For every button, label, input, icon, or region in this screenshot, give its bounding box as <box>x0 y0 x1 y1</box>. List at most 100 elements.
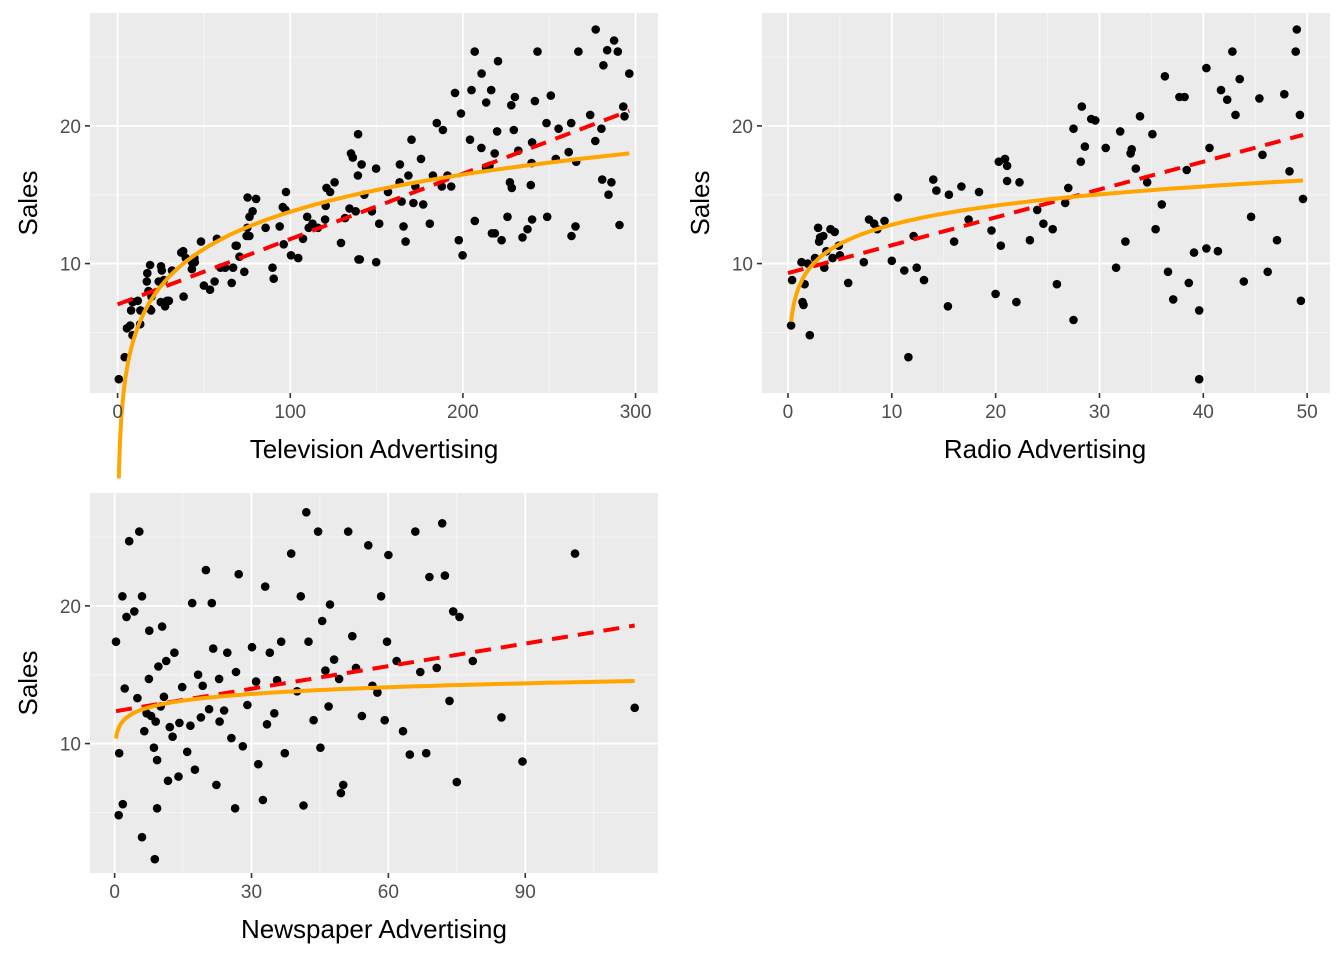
y-tick-label: 10 <box>732 255 753 276</box>
data-point <box>137 832 147 842</box>
x-tick-label: 0 <box>109 882 120 903</box>
data-point <box>1151 224 1160 234</box>
data-point <box>421 748 431 758</box>
data-point <box>1194 306 1204 315</box>
x-axis-title: Television Advertising <box>250 434 499 464</box>
data-point <box>929 175 938 184</box>
data-point <box>398 726 408 736</box>
data-point <box>597 124 606 133</box>
data-point <box>497 235 506 245</box>
data-point <box>786 321 796 330</box>
data-point <box>1142 178 1152 187</box>
data-point <box>357 160 366 169</box>
panel-television: 0 100 200 300 10 20 Television Advertising Sa… <box>13 13 658 479</box>
data-point <box>296 592 306 601</box>
data-point <box>177 682 187 692</box>
data-point <box>135 527 144 536</box>
data-point <box>261 223 270 233</box>
data-point <box>114 748 124 758</box>
x-axis-title: Newspaper Advertising <box>241 914 507 944</box>
log-fit-line <box>789 178 1304 323</box>
data-point <box>364 541 373 550</box>
data-point <box>438 125 448 135</box>
data-point <box>567 231 576 241</box>
log-fit-line <box>114 679 635 740</box>
data-point <box>404 171 413 180</box>
data-point <box>507 100 516 110</box>
data-point <box>607 178 616 187</box>
data-point <box>819 231 828 241</box>
data-point <box>416 154 426 164</box>
data-point <box>1101 143 1110 153</box>
data-point <box>432 663 442 673</box>
data-point <box>126 306 136 315</box>
data-point <box>279 240 289 249</box>
data-point <box>204 704 214 714</box>
data-point <box>142 277 152 286</box>
data-point <box>149 743 159 752</box>
data-point <box>497 713 506 722</box>
data-point <box>238 742 248 751</box>
data-point <box>996 241 1006 250</box>
data-point <box>193 670 203 679</box>
data-point <box>912 263 921 273</box>
linear-fit-line <box>116 108 631 307</box>
data-point <box>1148 129 1157 139</box>
data-point <box>458 251 467 260</box>
data-point <box>813 223 823 233</box>
data-point <box>859 257 869 267</box>
y-tick-label: 20 <box>60 597 81 618</box>
axis-ticks: 0 10 20 30 40 50 10 20 <box>732 117 1318 423</box>
data-point <box>125 321 135 330</box>
data-point <box>1216 85 1226 95</box>
data-point <box>1235 74 1244 84</box>
x-tick-label: 0 <box>112 402 123 423</box>
data-point <box>1194 374 1204 384</box>
data-point <box>1032 205 1042 215</box>
data-point <box>974 187 984 197</box>
data-point <box>609 36 619 45</box>
data-point <box>179 292 188 301</box>
data-point <box>248 207 257 216</box>
data-point <box>150 854 160 864</box>
data-point <box>336 788 346 798</box>
linear-fit-line <box>787 132 1304 276</box>
x-tick-label: 50 <box>1297 402 1318 423</box>
y-tick-label: 20 <box>732 117 753 138</box>
data-point <box>348 631 357 641</box>
data-point <box>260 582 270 591</box>
data-point <box>245 231 254 241</box>
data-point <box>571 222 580 231</box>
data-point <box>602 45 612 55</box>
data-point <box>165 722 175 732</box>
data-point <box>526 180 536 190</box>
data-point <box>276 637 286 646</box>
data-point <box>542 212 552 222</box>
data-point <box>1002 161 1012 171</box>
data-point <box>178 246 188 256</box>
data-point <box>630 703 639 713</box>
x-tick-label: 10 <box>881 402 902 423</box>
data-point <box>399 222 408 231</box>
x-tick-label: 300 <box>620 402 652 423</box>
data-point <box>1157 200 1167 209</box>
data-point <box>373 688 382 697</box>
data-point <box>904 352 913 362</box>
data-point <box>1280 89 1289 99</box>
data-point <box>232 241 241 250</box>
data-point <box>1246 212 1256 222</box>
data-point <box>146 306 156 315</box>
data-point <box>124 536 134 546</box>
data-point <box>465 135 475 144</box>
data-point <box>467 85 476 95</box>
y-axis-title: Sales <box>685 170 715 235</box>
data-point <box>407 135 416 144</box>
data-point <box>231 667 241 677</box>
data-point <box>187 264 197 274</box>
data-point <box>509 125 519 135</box>
data-point <box>843 278 853 288</box>
data-point <box>164 296 174 306</box>
x-tick-label: 60 <box>378 882 399 903</box>
data-point <box>445 696 454 706</box>
